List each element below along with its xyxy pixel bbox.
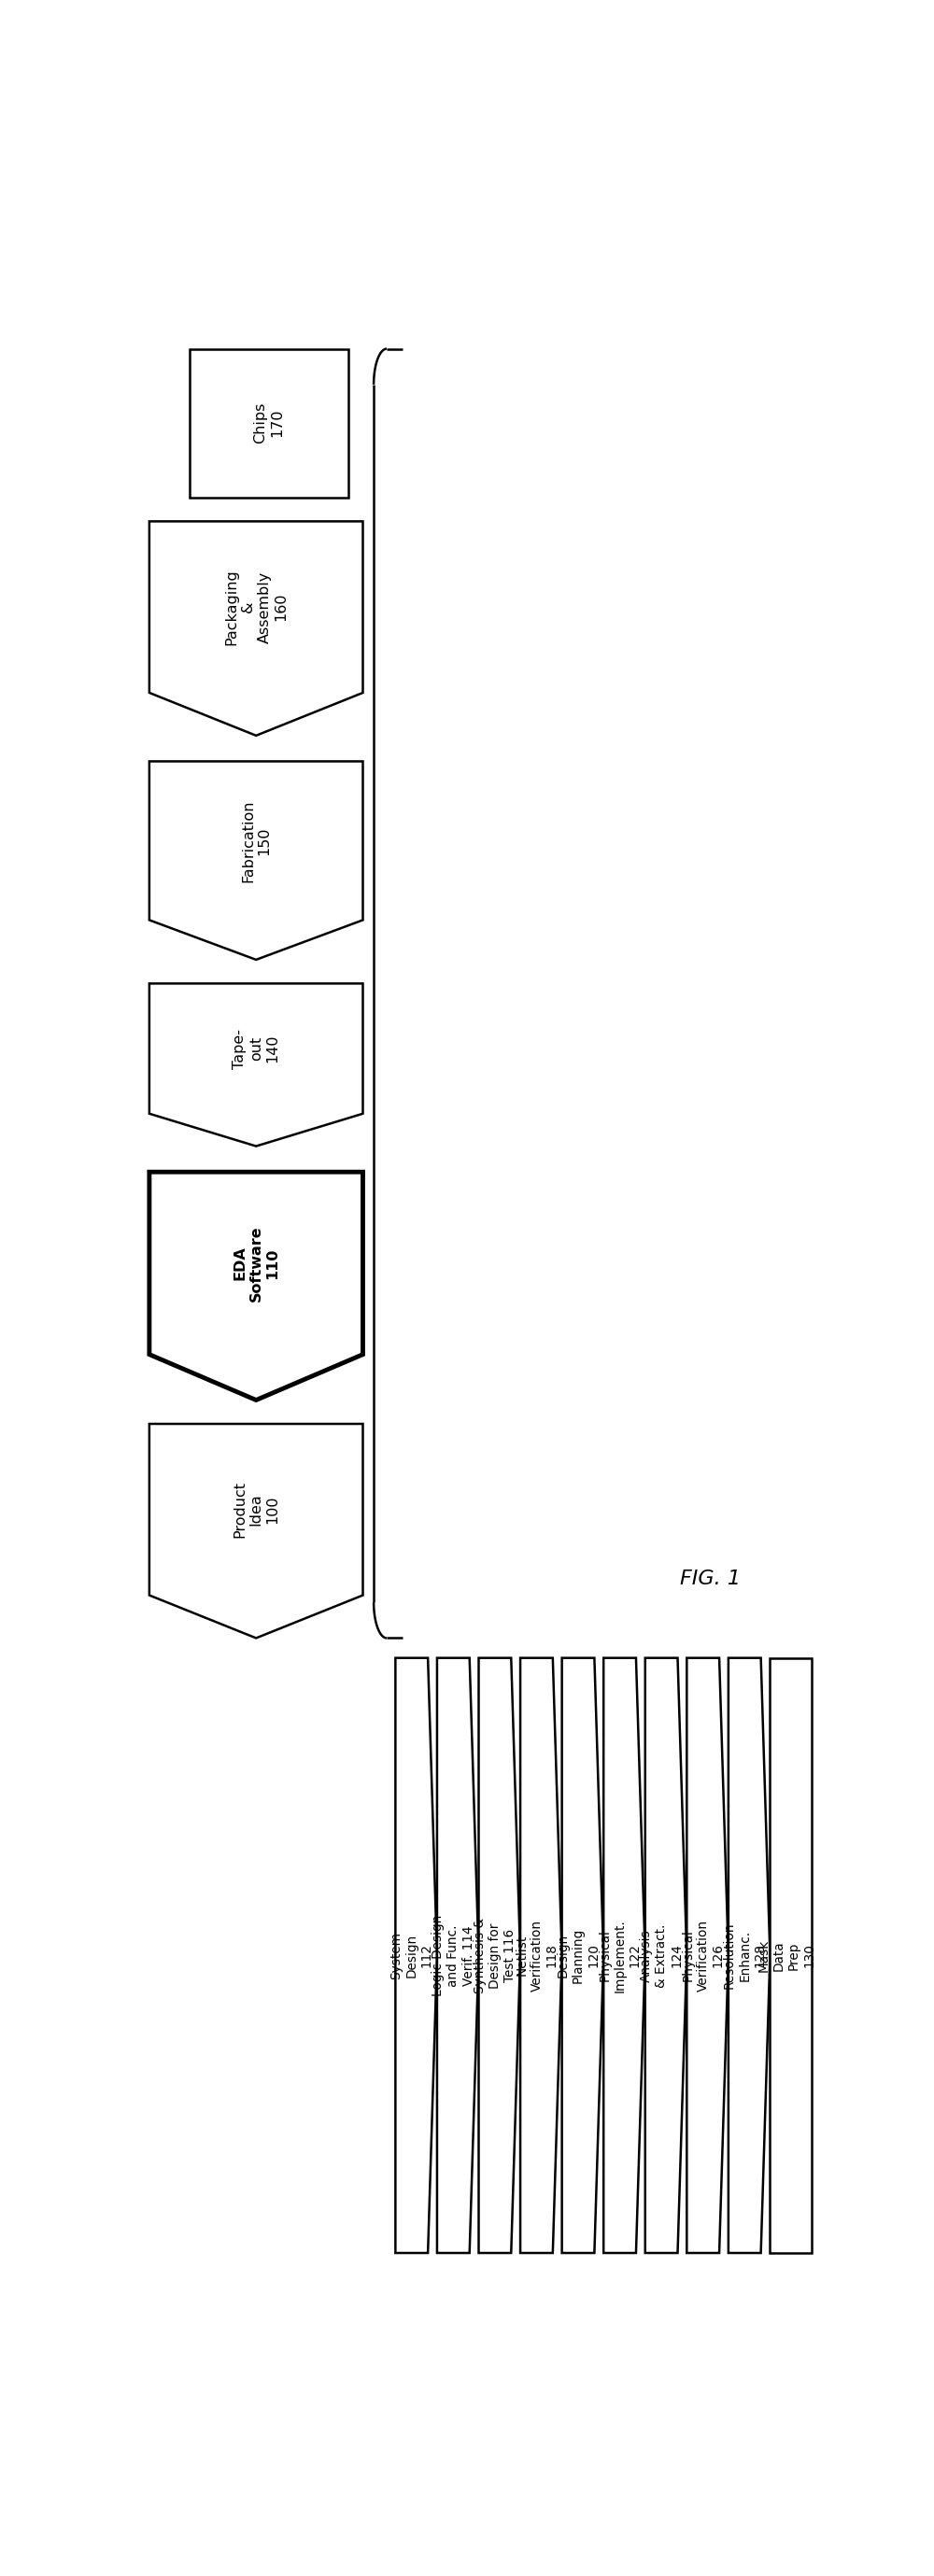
Polygon shape <box>395 1659 437 2254</box>
Polygon shape <box>729 1659 770 2254</box>
Text: FIG. 1: FIG. 1 <box>680 1569 741 1587</box>
Text: Resolution
Enhanc.
128: Resolution Enhanc. 128 <box>723 1922 766 1989</box>
Text: Product
Idea
100: Product Idea 100 <box>233 1481 279 1538</box>
Polygon shape <box>562 1659 603 2254</box>
Polygon shape <box>149 984 362 1146</box>
Text: Design
Planning
120: Design Planning 120 <box>557 1927 600 1984</box>
FancyBboxPatch shape <box>189 348 348 497</box>
Polygon shape <box>770 1659 812 2254</box>
Polygon shape <box>478 1659 520 2254</box>
Text: Mask
Data
Prep
130: Mask Data Prep 130 <box>757 1940 815 1971</box>
Text: Tape-
out
140: Tape- out 140 <box>233 1028 279 1069</box>
Polygon shape <box>149 762 362 961</box>
Text: System
Design
112: System Design 112 <box>390 1932 433 1978</box>
Polygon shape <box>149 1425 362 1638</box>
Polygon shape <box>149 520 362 737</box>
Polygon shape <box>437 1659 478 2254</box>
Text: Fabrication
150: Fabrication 150 <box>241 799 271 881</box>
Text: Packaging
&
Assembly
160: Packaging & Assembly 160 <box>225 569 288 644</box>
Text: Chips
170: Chips 170 <box>254 402 284 443</box>
Text: Analysis
& Extract.
124: Analysis & Extract. 124 <box>640 1924 683 1986</box>
Polygon shape <box>645 1659 686 2254</box>
Polygon shape <box>520 1659 562 2254</box>
Text: Logic Design
and Func.
Verif. 114: Logic Design and Func. Verif. 114 <box>432 1914 475 1996</box>
Text: EDA
Software
110: EDA Software 110 <box>233 1226 279 1301</box>
Text: Synthesis &
Design for
Test 116: Synthesis & Design for Test 116 <box>474 1917 517 1994</box>
Text: Physical
Verification
126: Physical Verification 126 <box>681 1919 725 1991</box>
Polygon shape <box>686 1659 729 2254</box>
Polygon shape <box>149 1172 362 1401</box>
Text: Physical
Implement.
122: Physical Implement. 122 <box>598 1919 642 1991</box>
Polygon shape <box>603 1659 645 2254</box>
Text: Netlist
Verification
118: Netlist Verification 118 <box>515 1919 559 1991</box>
